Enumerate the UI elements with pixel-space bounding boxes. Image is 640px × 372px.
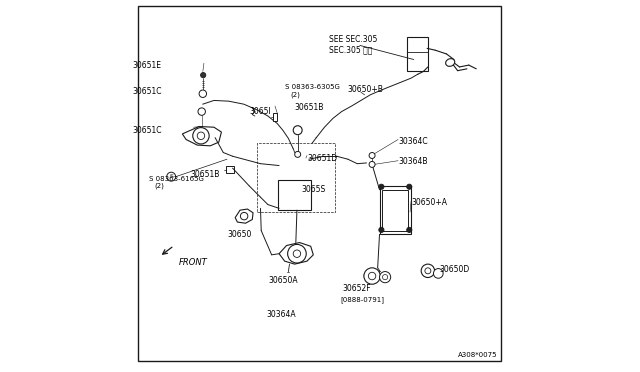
Circle shape	[293, 250, 301, 257]
Circle shape	[193, 128, 209, 144]
Bar	[383, 190, 408, 231]
Circle shape	[421, 264, 435, 278]
Circle shape	[406, 184, 412, 189]
Circle shape	[383, 275, 388, 280]
Text: 30650D: 30650D	[439, 265, 469, 274]
Text: 30651B: 30651B	[294, 103, 323, 112]
Circle shape	[287, 244, 306, 263]
Bar	[257, 143, 335, 212]
Text: (2): (2)	[291, 92, 300, 98]
Text: 30651D: 30651D	[307, 154, 337, 163]
Text: 30650+A: 30650+A	[411, 198, 447, 207]
Text: 30650A: 30650A	[268, 276, 298, 285]
Text: 30650+B: 30650+B	[348, 85, 384, 94]
Circle shape	[241, 212, 248, 220]
Polygon shape	[182, 126, 221, 146]
Circle shape	[198, 108, 205, 115]
Circle shape	[364, 268, 380, 284]
Circle shape	[197, 132, 205, 140]
Text: 30364B: 30364B	[398, 157, 428, 166]
Bar	[273, 113, 277, 121]
Text: 30364C: 30364C	[398, 137, 428, 146]
Text: SEE SEC.305: SEE SEC.305	[330, 35, 378, 44]
Circle shape	[379, 184, 384, 189]
Circle shape	[433, 269, 443, 278]
Circle shape	[379, 227, 384, 232]
Circle shape	[425, 268, 431, 274]
Text: 3065S: 3065S	[301, 185, 326, 194]
Text: S: S	[169, 174, 173, 179]
Polygon shape	[279, 243, 314, 264]
Text: 30651E: 30651E	[133, 61, 162, 70]
Bar	[380, 186, 411, 234]
Text: 30650: 30650	[227, 230, 252, 239]
Circle shape	[369, 153, 375, 158]
Bar	[408, 37, 428, 71]
Text: S 08363-6165G: S 08363-6165G	[149, 176, 204, 182]
Text: S 08363-6305G: S 08363-6305G	[285, 84, 340, 90]
Circle shape	[369, 161, 375, 167]
Text: 30651C: 30651C	[132, 87, 162, 96]
Text: 30364A: 30364A	[266, 310, 296, 319]
Bar	[279, 153, 309, 179]
Text: A308*0075: A308*0075	[458, 352, 497, 358]
Polygon shape	[235, 209, 253, 223]
Text: 30651B: 30651B	[190, 170, 220, 179]
Circle shape	[293, 126, 302, 135]
Circle shape	[200, 73, 206, 78]
Text: SEC.305 参照: SEC.305 参照	[330, 46, 372, 55]
Circle shape	[380, 272, 390, 283]
Bar	[278, 180, 312, 210]
Ellipse shape	[445, 59, 455, 66]
Bar	[227, 166, 234, 173]
Text: FRONT: FRONT	[179, 258, 207, 267]
Text: (2): (2)	[154, 183, 164, 189]
Circle shape	[294, 151, 301, 157]
Text: 3065I: 3065I	[250, 107, 271, 116]
Circle shape	[369, 272, 376, 280]
Text: 30651C: 30651C	[132, 126, 162, 135]
Circle shape	[406, 227, 412, 232]
Text: [0888-0791]: [0888-0791]	[340, 296, 385, 303]
Circle shape	[167, 172, 175, 181]
Text: 30652F: 30652F	[342, 284, 371, 293]
Circle shape	[199, 90, 207, 97]
